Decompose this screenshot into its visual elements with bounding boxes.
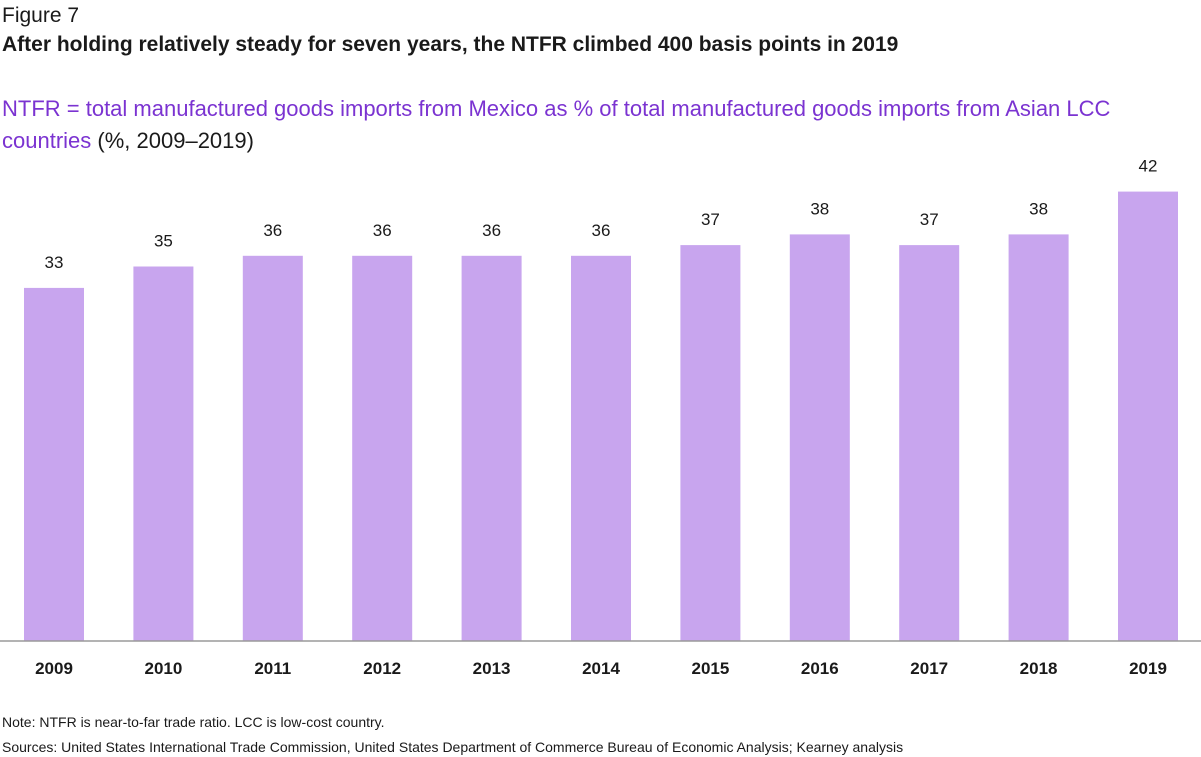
value-label-2016: 38 [810,199,829,218]
bar-2009 [24,287,84,641]
x-axis-tick-labels: 2009 2010 2011 2012 2013 2014 2015 2016 2017 2018… [35,659,1167,678]
x-tick-label-2013: 2013 [473,659,511,678]
bar-2011 [242,255,303,642]
bar-2012 [352,255,413,642]
x-tick-label-2009: 2009 [35,659,73,678]
bar-2017 [899,245,960,641]
x-tick-label-2016: 2016 [801,659,839,678]
bars-group [24,191,1178,642]
value-label-2012: 36 [373,221,392,240]
footnote: Note: NTFR is near-to-far trade ratio. L… [2,714,385,730]
bar-2019 [1118,191,1178,641]
value-labels-group: 33 35 36 36 36 36 37 38 37 38 42 [45,157,1158,272]
bar-2013 [461,255,522,642]
bar-2014 [571,255,631,642]
value-label-2019: 42 [1139,157,1158,176]
bar-2010 [133,266,194,641]
x-tick-label-2018: 2018 [1020,659,1058,678]
x-tick-label-2019: 2019 [1129,659,1167,678]
sources-line: Sources: United States International Tra… [2,739,904,755]
value-label-2009: 33 [45,253,64,272]
subtitle-unit: (%, 2009–2019) [97,128,254,153]
figure-label: Figure 7 [2,4,80,27]
x-tick-label-2011: 2011 [254,659,291,678]
value-label-2014: 36 [592,221,611,240]
chart-subtitle: NTFR = total manufactured goods imports … [2,93,1152,157]
x-tick-label-2017: 2017 [910,659,948,678]
value-label-2017: 37 [920,210,939,229]
value-label-2011: 36 [263,221,282,240]
value-label-2015: 37 [701,210,720,229]
x-tick-label-2012: 2012 [363,659,401,678]
chart-title: After holding relatively steady for seve… [2,33,899,56]
value-label-2018: 38 [1029,199,1048,218]
bar-2015 [680,245,741,641]
value-label-2010: 35 [154,232,173,251]
x-tick-label-2015: 2015 [691,659,729,678]
x-tick-label-2010: 2010 [144,659,182,678]
subtitle-definition: NTFR = total manufactured goods imports … [2,96,1111,153]
x-tick-label-2014: 2014 [582,659,620,678]
bar-2016 [789,234,850,641]
bar-2018 [1008,234,1069,641]
value-label-2013: 36 [482,221,501,240]
